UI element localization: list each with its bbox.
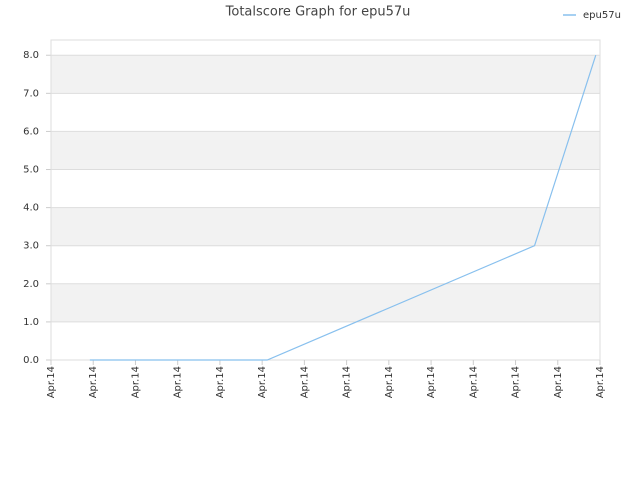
grid-band <box>51 131 600 170</box>
x-tick-label: Apr.14 <box>342 366 353 398</box>
y-tick-label: 3.0 <box>23 241 39 252</box>
legend-label: epu57u <box>583 10 621 21</box>
x-tick-label: Apr.14 <box>130 366 141 398</box>
grid-band <box>51 207 600 246</box>
x-tick-label: Apr.14 <box>299 366 310 398</box>
x-tick-label: Apr.14 <box>257 366 268 398</box>
y-tick-label: 8.0 <box>23 50 39 61</box>
plot-frame <box>50 39 601 361</box>
x-tick-label: Apr.14 <box>46 366 57 398</box>
x-tick-label: Apr.14 <box>468 366 479 398</box>
grid-band <box>51 283 600 322</box>
y-tick-label: 1.0 <box>23 317 39 328</box>
x-tick-label: Apr.14 <box>426 366 437 398</box>
series-line <box>89 55 597 361</box>
x-tick-label: Apr.14 <box>88 366 99 398</box>
y-tick-label: 7.0 <box>23 88 39 99</box>
y-tick-label: 6.0 <box>23 126 39 137</box>
y-tick-label: 2.0 <box>23 279 39 290</box>
x-tick-label: Apr.14 <box>215 366 226 398</box>
chart-title: Totalscore Graph for epu57u <box>225 5 411 20</box>
y-tick-label: 4.0 <box>23 203 39 214</box>
x-tick-label: Apr.14 <box>173 366 184 398</box>
x-tick-label: Apr.14 <box>553 366 564 398</box>
x-tick-label: Apr.14 <box>511 366 522 398</box>
x-tick-label: Apr.14 <box>595 366 606 398</box>
y-tick-label: 0.0 <box>23 355 39 366</box>
grid-band <box>51 55 600 94</box>
y-tick-label: 5.0 <box>23 165 39 176</box>
x-tick-label: Apr.14 <box>384 366 395 398</box>
